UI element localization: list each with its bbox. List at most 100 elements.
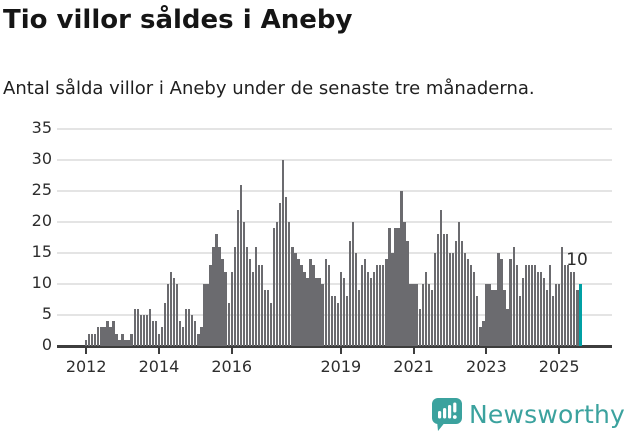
bar [457, 222, 461, 346]
bar [248, 259, 252, 346]
bar [554, 284, 558, 346]
bar [548, 265, 552, 346]
bar [85, 339, 88, 346]
bar-chart: 0 5 10 15 20 25 30 35 2012 2014 2016 2019 2021 2023 20… [0, 110, 631, 390]
bar [488, 284, 491, 346]
bar [294, 253, 297, 346]
bar [397, 228, 400, 346]
bar [561, 246, 564, 346]
bar [145, 315, 148, 346]
bar [254, 246, 258, 346]
bar [542, 277, 546, 346]
bar [427, 284, 430, 346]
chart-subtitle: Antal sålda villor i Aneby under de sena… [3, 78, 535, 99]
bar [139, 315, 142, 346]
bar [451, 253, 455, 346]
bar [182, 327, 185, 346]
bar [454, 240, 458, 346]
y-axis-label: 30 [31, 149, 52, 168]
bar [445, 234, 449, 346]
x-axis-label: 2021 [393, 357, 434, 376]
bar [439, 209, 443, 346]
bar [154, 321, 158, 346]
bar [279, 203, 282, 346]
bar [570, 271, 573, 346]
bar [527, 265, 531, 346]
chart-title: Tio villor såldes i Aneby [3, 5, 353, 35]
bar [357, 290, 361, 346]
bar [336, 302, 339, 346]
bar [448, 253, 452, 346]
y-gridline [57, 190, 612, 192]
bar [339, 271, 343, 346]
brand-name: Newsworthy [468, 400, 625, 429]
bar [376, 265, 379, 346]
bar [309, 259, 312, 346]
bar [415, 284, 418, 346]
bar [266, 290, 270, 346]
bar [206, 284, 209, 346]
bar [382, 265, 385, 346]
y-axis-label: 10 [31, 273, 52, 292]
bar [379, 265, 382, 346]
bar [564, 265, 567, 346]
bar [172, 277, 176, 346]
bar [424, 271, 427, 346]
bar [276, 222, 279, 346]
bar [227, 302, 230, 346]
bar [106, 321, 109, 346]
bar [518, 296, 521, 346]
bar [236, 209, 239, 346]
y-axis-label: 5 [41, 304, 52, 323]
bar [436, 234, 440, 346]
bar [191, 315, 194, 346]
bar [512, 246, 515, 346]
bar [94, 333, 97, 346]
bar [160, 327, 164, 346]
bar [212, 246, 215, 346]
bar [121, 333, 124, 346]
bar [345, 296, 349, 346]
bar [88, 333, 91, 346]
bar [476, 296, 479, 346]
bar [306, 277, 309, 346]
bar [103, 327, 106, 346]
y-gridline [57, 159, 612, 161]
bar [245, 246, 249, 346]
bar [530, 265, 534, 346]
highlighted-bar [579, 284, 582, 346]
bar [506, 308, 509, 346]
bar [324, 259, 327, 346]
bar [188, 308, 191, 346]
bar [400, 191, 403, 346]
bar [551, 296, 555, 346]
bar [442, 234, 446, 346]
x-axis-tick [230, 348, 233, 354]
bar [242, 222, 245, 346]
bar [515, 265, 518, 346]
bar [142, 315, 145, 346]
bar [321, 284, 324, 346]
bar [197, 333, 200, 346]
bar [163, 302, 167, 346]
bar [557, 284, 561, 346]
bar [491, 290, 494, 346]
bar [118, 339, 121, 346]
bar [467, 259, 470, 346]
bar [166, 284, 170, 346]
bar [470, 265, 473, 346]
bar [260, 265, 264, 346]
x-axis-line [57, 345, 612, 348]
x-axis-tick [85, 348, 88, 354]
bar [257, 265, 261, 346]
x-axis-tick [412, 348, 415, 354]
bar [169, 271, 173, 346]
bar [385, 259, 388, 346]
bar [509, 259, 512, 346]
bar [373, 271, 376, 346]
bar [348, 240, 352, 346]
bar [203, 284, 206, 346]
bar [391, 253, 394, 346]
bar [151, 321, 155, 346]
x-axis-tick [339, 348, 342, 354]
